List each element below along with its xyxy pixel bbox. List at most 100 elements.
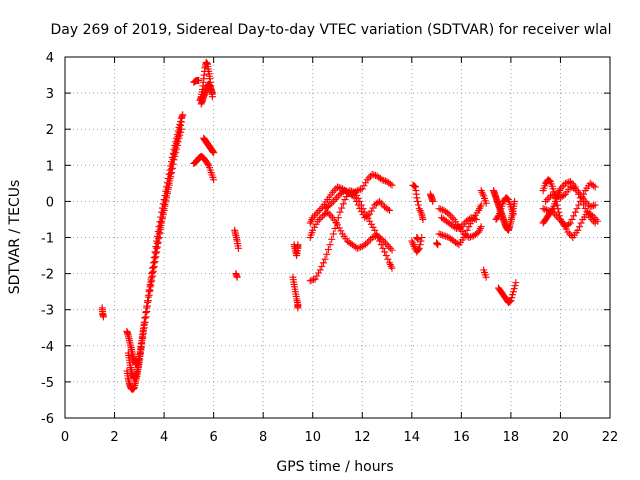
data-point bbox=[317, 214, 325, 222]
data-point bbox=[447, 212, 455, 220]
data-point bbox=[341, 196, 349, 204]
x-tick-label: 4 bbox=[160, 430, 168, 445]
data-point bbox=[380, 176, 388, 184]
data-point bbox=[148, 277, 156, 285]
data-point bbox=[336, 208, 344, 216]
data-point bbox=[570, 212, 578, 220]
data-point bbox=[438, 231, 446, 239]
data-point bbox=[151, 258, 159, 266]
data-point bbox=[140, 320, 148, 328]
data-point bbox=[507, 297, 515, 305]
data-point bbox=[333, 219, 341, 227]
data-point bbox=[374, 199, 382, 207]
data-point bbox=[331, 224, 339, 232]
data-point bbox=[339, 200, 347, 208]
data-point bbox=[509, 210, 517, 218]
data-point bbox=[477, 223, 485, 231]
data-point bbox=[163, 183, 171, 191]
data-point bbox=[388, 181, 396, 189]
data-point bbox=[366, 217, 374, 225]
data-point bbox=[318, 262, 326, 270]
data-point bbox=[429, 197, 437, 205]
data-point bbox=[169, 149, 177, 157]
data-point bbox=[583, 199, 591, 207]
data-point bbox=[147, 275, 155, 283]
data-point bbox=[561, 179, 569, 187]
data-point bbox=[315, 269, 323, 277]
data-point bbox=[328, 199, 336, 207]
data-point bbox=[443, 209, 451, 217]
data-point bbox=[413, 194, 421, 202]
data-point bbox=[587, 211, 595, 219]
data-point bbox=[381, 248, 389, 256]
data-point bbox=[338, 204, 346, 212]
data-point bbox=[503, 194, 511, 202]
data-point bbox=[566, 219, 574, 227]
data-point bbox=[560, 191, 568, 199]
data-point bbox=[325, 210, 333, 218]
x-tick-label: 14 bbox=[404, 430, 421, 445]
data-point bbox=[550, 191, 558, 199]
data-point bbox=[177, 117, 185, 125]
data-points bbox=[98, 58, 602, 393]
data-point bbox=[371, 172, 379, 180]
data-point bbox=[204, 160, 212, 168]
data-point bbox=[366, 210, 374, 218]
data-point bbox=[541, 205, 549, 213]
y-tick-label: -6 bbox=[41, 412, 54, 427]
data-point bbox=[371, 226, 379, 234]
data-point bbox=[410, 182, 418, 190]
data-point bbox=[307, 217, 315, 225]
data-point bbox=[565, 220, 573, 228]
data-point bbox=[314, 217, 322, 225]
data-point bbox=[512, 279, 520, 287]
data-point bbox=[591, 201, 599, 209]
data-point bbox=[466, 233, 474, 241]
data-point bbox=[448, 214, 456, 222]
data-point bbox=[414, 197, 422, 205]
data-point bbox=[153, 232, 161, 240]
data-point bbox=[139, 332, 147, 340]
data-point bbox=[505, 298, 513, 306]
data-point bbox=[146, 280, 154, 288]
data-point bbox=[388, 264, 396, 272]
data-point bbox=[382, 252, 390, 260]
data-point bbox=[150, 253, 158, 261]
chart-title: Day 269 of 2019, Sidereal Day-to-day VTE… bbox=[50, 22, 611, 38]
data-point bbox=[135, 356, 143, 364]
data-point bbox=[158, 208, 166, 216]
data-point bbox=[440, 232, 448, 240]
data-point bbox=[566, 183, 574, 191]
data-point bbox=[506, 297, 514, 305]
data-point bbox=[323, 250, 331, 258]
x-axis-title: GPS time / hours bbox=[276, 459, 393, 475]
data-point bbox=[357, 208, 365, 216]
y-tick-label: -2 bbox=[41, 268, 54, 283]
data-point bbox=[162, 187, 170, 195]
data-point bbox=[463, 226, 471, 234]
data-point bbox=[414, 201, 422, 209]
data-point bbox=[476, 224, 484, 232]
data-point bbox=[476, 203, 484, 211]
data-point bbox=[156, 218, 164, 226]
data-point bbox=[360, 182, 368, 190]
x-tick-label: 8 bbox=[259, 430, 267, 445]
y-tick-label: -4 bbox=[41, 340, 54, 355]
data-point bbox=[442, 232, 450, 240]
grid bbox=[65, 57, 610, 418]
data-point bbox=[156, 229, 164, 237]
data-point bbox=[452, 224, 460, 232]
data-point bbox=[175, 123, 183, 131]
data-point bbox=[306, 277, 314, 285]
data-point bbox=[355, 244, 363, 252]
data-point bbox=[363, 176, 371, 184]
data-point bbox=[334, 214, 342, 222]
data-point bbox=[477, 201, 485, 209]
data-point bbox=[356, 205, 364, 213]
y-tick-label: 3 bbox=[46, 87, 54, 102]
y-tick-label: 0 bbox=[46, 195, 54, 210]
data-point bbox=[589, 202, 597, 210]
data-point bbox=[438, 206, 446, 214]
data-point bbox=[549, 185, 557, 193]
data-point bbox=[384, 205, 392, 213]
